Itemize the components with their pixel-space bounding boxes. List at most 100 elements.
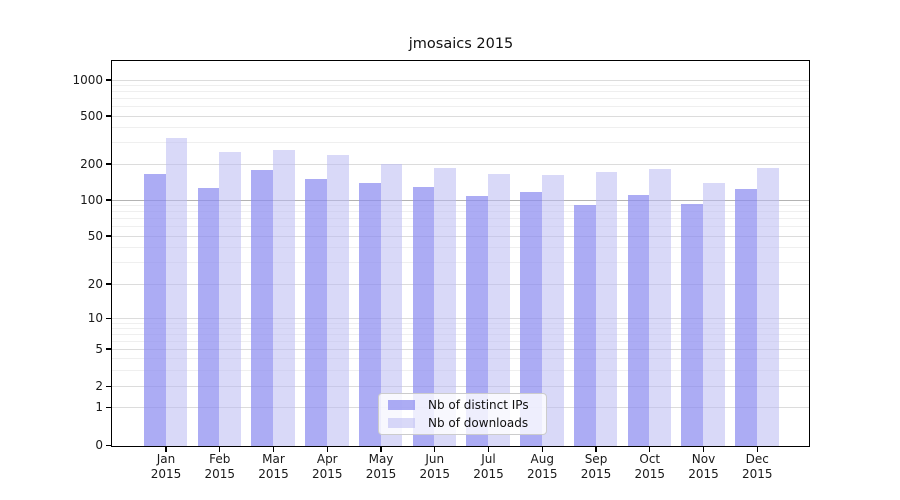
legend: Nb of distinct IPs Nb of downloads — [378, 393, 547, 435]
legend-swatch-distinct-ips — [388, 400, 415, 410]
x-tick-label-nov: Nov 2015 — [688, 452, 719, 481]
y-tick-label-20: 20 — [87, 276, 103, 291]
x-tick-label-feb: Feb 2015 — [204, 452, 236, 481]
legend-label-distinct-ips: Nb of distinct IPs — [428, 398, 529, 412]
x-tick-mark-jun — [434, 447, 436, 452]
x-tick-label-may: May 2015 — [365, 452, 397, 481]
x-tick-label-dec: Dec 2015 — [741, 452, 773, 481]
y-tick-label-500: 500 — [80, 108, 103, 123]
bar-apr-ips — [305, 179, 327, 446]
y-tick-mark-0 — [106, 445, 111, 447]
gridline-200 — [112, 163, 809, 165]
bar-oct-downloads — [649, 169, 672, 446]
gridline-5 — [112, 348, 809, 350]
bar-oct-ips — [627, 195, 650, 446]
bar-jan-downloads — [165, 138, 188, 446]
bar-nov-ips — [681, 203, 704, 446]
bar-dec-downloads — [756, 168, 779, 446]
bar-feb-ips — [197, 188, 220, 446]
y-tick-mark-10 — [106, 317, 111, 319]
bar-sep-downloads — [595, 172, 618, 446]
y-tick-mark-500 — [106, 115, 111, 117]
gridline-minor-800 — [112, 91, 809, 93]
plot-area — [111, 60, 810, 447]
legend-item-downloads: Nb of downloads — [379, 414, 546, 432]
gridline-minor-6 — [112, 340, 809, 342]
gridline-minor-8 — [112, 327, 809, 329]
chart-title: jmosaics 2015 — [408, 36, 514, 52]
y-tick-mark-100 — [106, 199, 111, 201]
x-tick-label-jun: Jun 2015 — [419, 452, 451, 481]
bar-apr-downloads — [326, 155, 349, 446]
bar-may-ips — [358, 182, 381, 446]
y-tick-mark-5 — [106, 348, 111, 350]
x-tick-mark-feb — [219, 447, 221, 452]
x-tick-mark-apr — [326, 447, 328, 452]
x-tick-mark-jul — [487, 447, 490, 452]
x-tick-mark-oct — [649, 447, 651, 452]
y-tick-label-2: 2 — [95, 379, 103, 394]
x-tick-label-aug: Aug 2015 — [526, 452, 558, 481]
y-tick-label-1000: 1000 — [72, 72, 103, 87]
gridline-minor-4 — [112, 357, 809, 359]
y-tick-label-100: 100 — [80, 192, 103, 207]
gridline-minor-900 — [112, 85, 809, 87]
gridline-20 — [112, 283, 809, 285]
gridline-minor-80 — [112, 211, 809, 213]
gridline-minor-600 — [112, 106, 809, 108]
legend-item-distinct-ips: Nb of distinct IPs — [379, 396, 546, 414]
bar-jul-downloads — [488, 174, 510, 446]
gridline-minor-60 — [112, 226, 809, 228]
gridline-minor-700 — [112, 98, 809, 100]
y-tick-mark-1 — [106, 407, 111, 409]
gridline-500 — [112, 115, 809, 117]
y-tick-mark-20 — [106, 283, 111, 285]
gridline-100 — [112, 199, 809, 201]
x-tick-label-oct: Oct 2015 — [634, 452, 666, 481]
y-tick-mark-50 — [106, 235, 111, 237]
y-tick-mark-2 — [106, 386, 111, 388]
bar-dec-ips — [735, 189, 757, 446]
x-tick-mark-dec — [756, 447, 758, 452]
legend-swatch-downloads — [388, 418, 415, 428]
x-tick-label-jan: Jan 2015 — [150, 452, 182, 481]
x-tick-label-apr: Apr 2015 — [311, 452, 343, 481]
x-tick-mark-sep — [595, 447, 597, 452]
gridline-minor-9 — [112, 322, 809, 324]
y-tick-label-5: 5 — [95, 341, 103, 356]
gridline-minor-40 — [112, 247, 809, 249]
x-tick-mark-mar — [272, 447, 275, 452]
bar-mar-ips — [251, 169, 274, 446]
bar-jul-ips — [466, 195, 489, 446]
x-tick-label-mar: Mar 2015 — [258, 452, 289, 481]
y-tick-label-200: 200 — [80, 156, 103, 171]
legend-label-downloads: Nb of downloads — [428, 416, 529, 430]
bar-nov-downloads — [703, 183, 725, 446]
x-tick-mark-aug — [541, 447, 543, 452]
gridline-minor-300 — [112, 142, 809, 144]
gridline-minor-400 — [112, 127, 809, 129]
gridline-2 — [112, 386, 809, 388]
gridline-minor-7 — [112, 333, 809, 335]
gridline-minor-90 — [112, 205, 809, 207]
gridline-minor-70 — [112, 218, 809, 220]
gridline-minor-30 — [112, 262, 809, 264]
x-tick-label-jul: Jul 2015 — [473, 452, 504, 481]
bar-jan-ips — [143, 174, 166, 446]
gridline-1000 — [112, 79, 809, 81]
bar-aug-downloads — [541, 175, 564, 446]
bar-aug-ips — [520, 192, 542, 446]
bar-may-downloads — [380, 164, 403, 446]
bar-sep-ips — [573, 204, 596, 446]
bar-feb-downloads — [219, 152, 242, 446]
y-tick-mark-200 — [106, 163, 111, 165]
y-tick-label-0: 0 — [95, 438, 103, 453]
gridline-10 — [112, 317, 809, 319]
gridline-50 — [112, 235, 809, 237]
bars-layer — [112, 61, 809, 446]
x-tick-mark-nov — [702, 447, 705, 452]
x-tick-mark-may — [380, 447, 382, 452]
x-tick-label-sep: Sep 2015 — [580, 452, 612, 481]
y-tick-mark-1000 — [106, 79, 111, 81]
